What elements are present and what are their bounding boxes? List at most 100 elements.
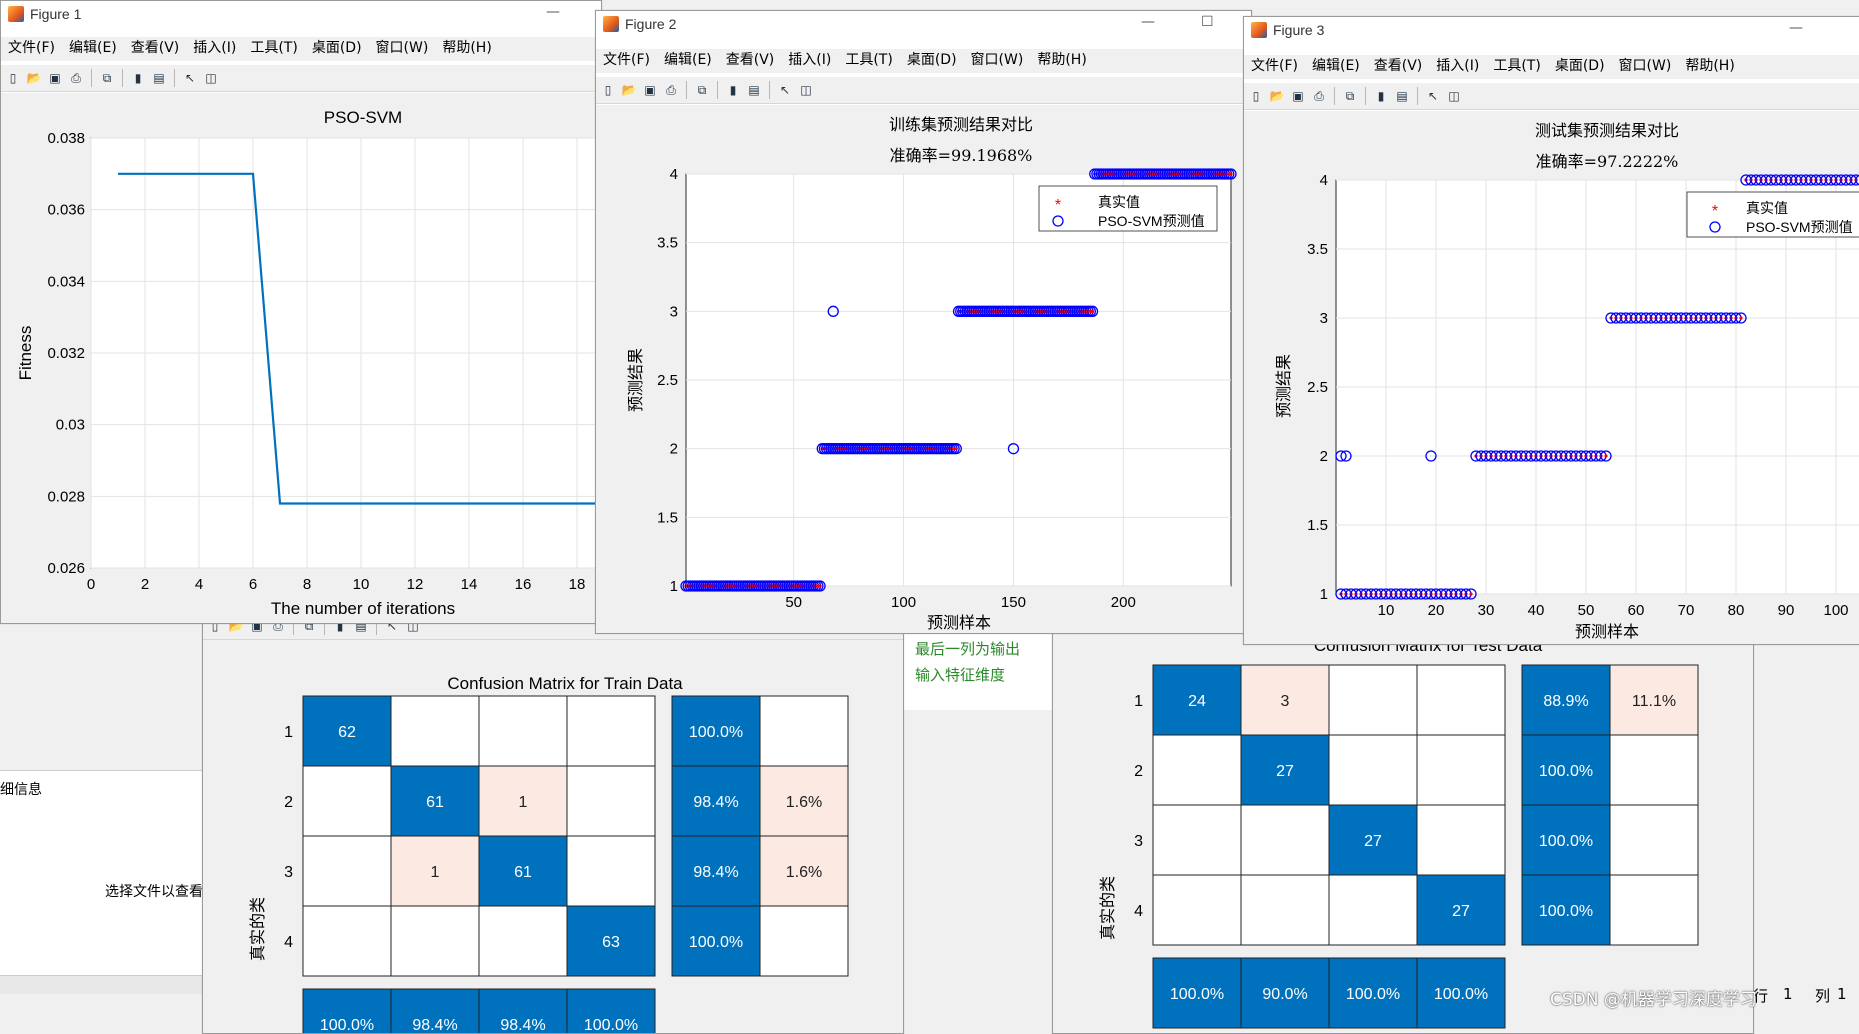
figure1-chart: PSO-SVM 0 2 4 6 8 10 12 14 16 18 0.026 0.028 0.03 0.0… [16, 108, 601, 618]
editor-comment-output: 最后一列为输出 [915, 640, 1021, 658]
predicted-value-point [1850, 174, 1859, 186]
matrix-cell [1152, 874, 1242, 946]
pointer-icon[interactable]: ↖ [184, 71, 196, 85]
true-value-point [1088, 309, 1092, 313]
menu-insert[interactable]: 插入(I) [1436, 58, 1480, 74]
print-icon[interactable]: ⎙ [1314, 88, 1324, 103]
figure2-window: Figure 2 — ☐ 文件(F) 编辑(E) 查看(V) 插入(I) 工具(… [595, 10, 1252, 634]
property-editor-icon[interactable]: ◫ [205, 71, 217, 85]
y-tick-label: 3 [1320, 310, 1328, 327]
link-icon[interactable]: ⧉ [1345, 88, 1355, 103]
menu-file[interactable]: 文件(F) [8, 40, 55, 56]
legend-icon[interactable]: ▤ [153, 71, 165, 85]
matrix-cell [390, 695, 480, 767]
fitness-line [118, 172, 601, 505]
menu-desktop[interactable]: 桌面(D) [906, 52, 957, 68]
menu-file[interactable]: 文件(F) [603, 52, 650, 68]
minimize-button[interactable]: — [1141, 14, 1155, 30]
property-editor-icon[interactable]: ◫ [407, 619, 419, 633]
menu-edit[interactable]: 编辑(E) [68, 40, 117, 56]
menu-edit[interactable]: 编辑(E) [1311, 58, 1360, 74]
property-editor-icon[interactable]: ◫ [1448, 89, 1460, 103]
matrix-cell-value: 3 [1281, 693, 1290, 710]
x-tick-label: 70 [1678, 602, 1695, 619]
new-icon[interactable]: ▯ [604, 83, 612, 97]
open-icon[interactable]: 📂 [26, 71, 42, 85]
legend-icon[interactable]: ▤ [355, 619, 367, 633]
row-label: 2 [1134, 763, 1143, 780]
menu-help[interactable]: 帮助(H) [1685, 58, 1735, 74]
menu-file[interactable]: 文件(F) [1251, 58, 1298, 74]
row-label: 3 [1134, 833, 1143, 850]
menu-help[interactable]: 帮助(H) [1037, 52, 1087, 68]
matrix-cell [302, 835, 392, 907]
true-value-point [952, 447, 956, 451]
menu-insert[interactable]: 插入(I) [788, 52, 832, 68]
colorbar-icon[interactable]: ▮ [729, 83, 737, 97]
y-tick-label: 3.5 [657, 235, 678, 252]
menu-tools[interactable]: 工具(T) [250, 40, 298, 56]
menu-view[interactable]: 查看(V) [1373, 58, 1423, 74]
menu-tools[interactable]: 工具(T) [845, 52, 893, 68]
pointer-icon[interactable]: ↖ [1427, 89, 1439, 103]
print-icon[interactable]: ⎙ [666, 82, 676, 97]
new-icon[interactable]: ▯ [211, 619, 219, 633]
true-value-point [1227, 172, 1231, 176]
open-icon[interactable]: 📂 [1269, 89, 1285, 103]
print-icon[interactable]: ⎙ [71, 70, 81, 85]
save-icon[interactable]: ▣ [1292, 89, 1304, 103]
cm-train-title: Confusion Matrix for Train Data [447, 674, 683, 693]
matrix-cell [1240, 874, 1330, 946]
new-icon[interactable]: ▯ [9, 71, 17, 85]
watermark: CSDN @机器学习深度学习 [1550, 990, 1757, 1010]
predicted-value-point [1465, 588, 1477, 600]
matrix-cell [1240, 734, 1330, 806]
link-icon[interactable]: ⧉ [697, 82, 707, 97]
menu-desktop[interactable]: 桌面(D) [1554, 58, 1605, 74]
property-editor-icon[interactable]: ◫ [800, 83, 812, 97]
row-summary-cell [759, 695, 849, 767]
save-icon[interactable]: ▣ [49, 71, 61, 85]
print-icon[interactable]: ⎙ [273, 618, 283, 633]
menu-edit[interactable]: 编辑(E) [663, 52, 712, 68]
minimize-button[interactable]: — [1789, 20, 1803, 36]
x-tick-label: 6 [249, 576, 257, 593]
fig3-legend-true: 真实值 [1746, 201, 1788, 217]
legend-icon[interactable]: ▤ [748, 83, 760, 97]
menu-view[interactable]: 查看(V) [725, 52, 775, 68]
matrix-cell [566, 695, 656, 767]
pointer-icon[interactable]: ↖ [386, 619, 398, 633]
matrix-cell [1416, 804, 1506, 876]
bottom-scrollbar[interactable] [0, 975, 205, 994]
colorbar-icon[interactable]: ▮ [336, 619, 344, 633]
save-icon[interactable]: ▣ [251, 619, 263, 633]
y-tick-label: 0.034 [47, 273, 85, 290]
cm-test-ylabel: 真实的类 [1098, 876, 1117, 940]
legend-icon[interactable]: ▤ [1396, 89, 1408, 103]
colorbar-icon[interactable]: ▮ [134, 71, 142, 85]
maximize-button[interactable]: ☐ [1201, 14, 1214, 30]
figure3-title: Figure 3 [1273, 22, 1325, 38]
menu-window[interactable]: 窗口(W) [1618, 58, 1672, 74]
pointer-icon[interactable]: ↖ [779, 83, 791, 97]
menu-desktop[interactable]: 桌面(D) [311, 40, 362, 56]
menu-view[interactable]: 查看(V) [130, 40, 180, 56]
fig3-title-line1: 测试集预测结果对比 [1535, 121, 1679, 140]
row-summary-value: 100.0% [1539, 833, 1593, 850]
figure2-titlebar: Figure 2 — ☐ [596, 11, 1251, 37]
menu-help[interactable]: 帮助(H) [442, 40, 492, 56]
colorbar-icon[interactable]: ▮ [1377, 89, 1385, 103]
link-icon[interactable]: ⧉ [304, 618, 314, 633]
minimize-button[interactable]: — [546, 4, 560, 20]
menu-window[interactable]: 窗口(W) [970, 52, 1024, 68]
y-tick-label: 2 [1320, 448, 1328, 465]
x-tick-label: 150 [1001, 594, 1026, 611]
matrix-cell-value: 1 [519, 794, 528, 811]
new-icon[interactable]: ▯ [1252, 89, 1260, 103]
open-icon[interactable]: 📂 [621, 83, 637, 97]
menu-window[interactable]: 窗口(W) [375, 40, 429, 56]
menu-tools[interactable]: 工具(T) [1493, 58, 1541, 74]
save-icon[interactable]: ▣ [644, 83, 656, 97]
link-icon[interactable]: ⧉ [102, 70, 112, 85]
menu-insert[interactable]: 插入(I) [193, 40, 237, 56]
